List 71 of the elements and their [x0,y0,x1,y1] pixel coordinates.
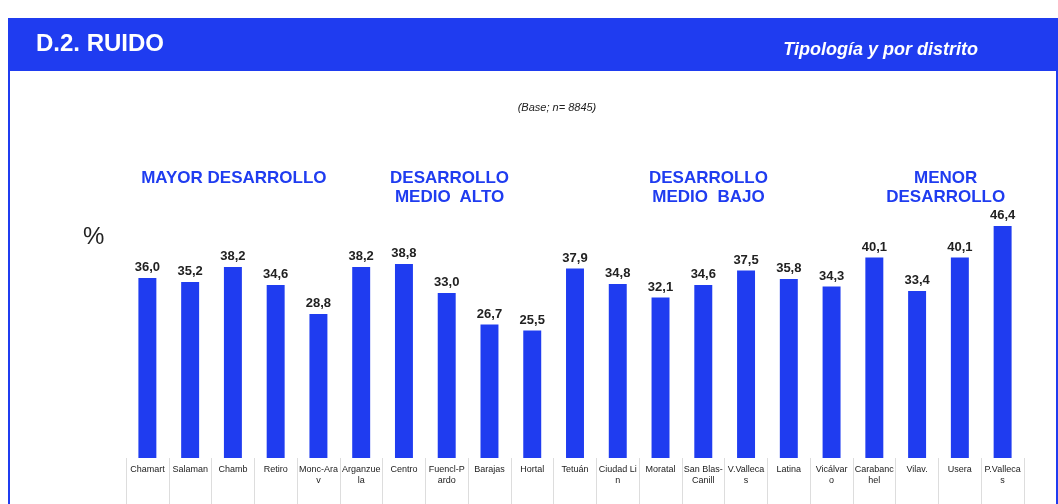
x-tick-label: Retiro [263,463,288,474]
data-label: 34,3 [818,267,845,283]
x-tick-label: Chamb [218,463,248,474]
data-label: 28,8 [305,295,332,310]
bar [223,267,242,458]
y-axis-title: % [83,221,105,249]
data-label: 26,7 [476,305,503,321]
x-tick-label: P.Vallecas [984,463,1021,485]
x-tick-label: Tetuán [561,463,589,474]
bar [181,282,200,458]
bar [993,226,1012,458]
data-label: 34,8 [605,265,631,280]
x-tick-label: Latina [776,463,802,474]
data-label: 25,5 [519,311,545,327]
x-tick-label: Moratal [645,463,676,474]
bar [266,285,285,458]
text: DESARROLLO MEDIO BAJO [648,168,768,206]
bar [737,270,756,458]
x-tick-label: Arganzuela [341,463,381,485]
bar [822,286,841,458]
data-label: 46,4 [989,207,1017,222]
data-label: 37,5 [733,251,759,267]
data-label: 36,0 [134,259,161,274]
data-label: 33,0 [434,274,460,289]
x-tick-label: Monc-Arav [298,463,338,485]
x-tick-label: Ciudad Lin [598,463,637,485]
x-tick-label: Carabanchel [854,463,895,485]
x-tick-label: Salaman [172,463,208,474]
bar [779,279,798,458]
bar [523,330,542,458]
bar [566,268,584,458]
bar [437,293,456,458]
bar [908,291,927,458]
text: (Base; n= 8845) [517,100,597,113]
data-label: 34,6 [690,266,716,281]
x-tick-label: Chamart [130,463,166,474]
x-tick-label: Fuencl-Pardo [428,463,465,485]
data-label: 38,2 [220,248,246,263]
x-tick-label: San Blas-Canill [683,463,723,485]
bar [651,297,670,458]
x-tick-label: V.Vallecas [727,463,765,485]
bar [394,264,413,458]
bar [138,278,157,458]
bar [950,257,969,458]
data-label: 35,8 [776,260,802,275]
text: MAYOR DESARROLLO [141,168,327,187]
bar [608,284,627,458]
bar [480,324,499,458]
x-tick-label: Centro [390,463,418,474]
x-tick-label: Barajas [474,463,506,474]
data-label: 35,2 [177,263,203,278]
data-label: 38,8 [391,245,417,260]
bar [309,314,328,458]
x-tick-label: Vicálvaro [815,463,848,485]
data-label: 40,1 [861,238,887,254]
text: DESARROLLO MEDIO ALTO [390,168,510,206]
chart-title: D.2. RUIDO [36,28,165,56]
text: MENOR DESARROLLO [886,168,1006,206]
bar [865,257,884,458]
x-tick-label: Hortal [520,463,545,474]
bar [694,285,713,458]
bar [352,267,371,458]
data-label: 32,1 [647,278,674,294]
chart-subtitle: Tipología y por distrito [783,39,978,59]
data-label: 40,1 [947,238,973,254]
data-label: 37,9 [562,249,588,265]
data-label: 38,2 [348,248,374,263]
x-tick-label: Vilav. [906,463,928,474]
x-tick-label: Usera [947,463,972,474]
data-label: 34,6 [263,266,289,281]
data-label: 33,4 [904,272,931,287]
